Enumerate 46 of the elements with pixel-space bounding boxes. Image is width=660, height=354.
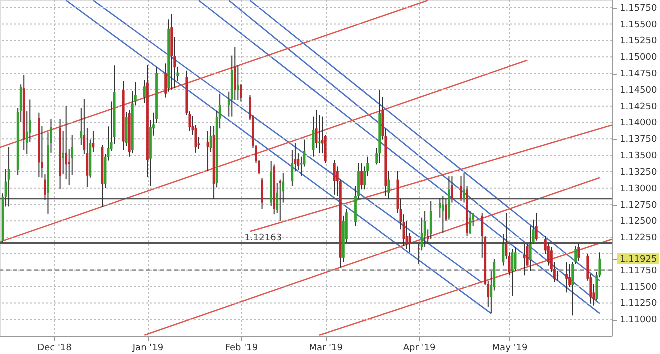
candlestick — [566, 262, 568, 294]
x-tick-label: Dec '18 — [38, 344, 72, 354]
y-tick-label: 1.11500 — [620, 282, 658, 293]
y-tick-label: 1.13750 — [620, 135, 658, 146]
candlestick — [463, 172, 466, 204]
candlestick — [574, 246, 578, 265]
y-tick-label: 1.14500 — [620, 86, 658, 96]
y-tick-label: 1.14000 — [620, 118, 658, 129]
y-tick-label: 1.12750 — [620, 200, 658, 211]
y-tick-label: 1.13000 — [620, 184, 658, 194]
x-tick-label: Mar '19 — [309, 344, 344, 354]
candlestick — [360, 162, 363, 190]
y-tick-label: 1.13250 — [620, 168, 658, 178]
y-tick-label: 1.11250 — [620, 299, 658, 310]
y-tick-label: 1.15250 — [620, 36, 658, 47]
candlestick — [529, 226, 532, 272]
candlestick — [424, 210, 426, 248]
candlestick — [144, 80, 146, 104]
candlestick — [442, 196, 444, 234]
x-tick-label: Jan '19 — [132, 344, 164, 354]
x-tick-label: May '19 — [492, 344, 528, 354]
y-tick-label: 1.12250 — [620, 234, 658, 244]
y-tick-label: 1.11925 — [620, 254, 658, 265]
candlestick — [535, 212, 538, 242]
candlestick — [460, 176, 462, 202]
y-tick-label: 1.15000 — [620, 53, 658, 64]
y-tick-label: 1.11750 — [620, 266, 658, 276]
y-tick-label: 1.14250 — [620, 102, 658, 112]
y-tick-label: 1.12500 — [620, 217, 658, 228]
y-tick-label: 1.11000 — [620, 316, 658, 326]
candlestick — [578, 244, 580, 262]
candlestick — [236, 65, 240, 101]
candlestick — [430, 200, 432, 240]
y-tick-label: 1.14750 — [620, 70, 658, 80]
candlestick — [572, 262, 574, 316]
x-tick-label: Apr '19 — [403, 344, 436, 354]
candlestick — [523, 244, 526, 276]
y-tick-label: 1.13500 — [620, 152, 658, 162]
x-tick-label: Feb '19 — [225, 344, 258, 354]
candlestick — [333, 160, 336, 196]
candlestick — [62, 130, 65, 176]
candlestick — [469, 210, 472, 235]
candlestick — [261, 178, 264, 210]
y-tick-label: 1.15500 — [620, 20, 658, 30]
y-tick-label: 1.15750 — [620, 4, 658, 14]
ref-line-label: 1.12163 — [244, 233, 282, 244]
